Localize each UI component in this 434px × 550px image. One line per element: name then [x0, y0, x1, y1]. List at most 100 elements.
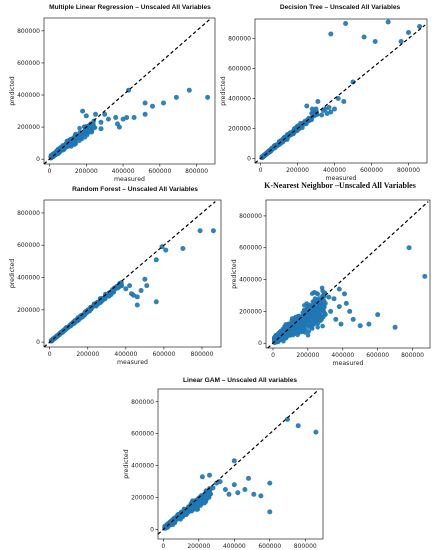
x-tick-label: 200000	[286, 167, 309, 174]
x-tick-label: 0	[271, 352, 275, 359]
data-point	[142, 111, 148, 117]
data-point	[307, 117, 312, 123]
data-point	[150, 103, 155, 109]
identity-line	[254, 24, 426, 164]
data-point	[304, 304, 310, 309]
data-point	[315, 307, 321, 312]
data-point	[342, 291, 347, 297]
data-point	[306, 329, 312, 334]
data-point	[102, 111, 108, 117]
x-tick-label: 0	[259, 167, 263, 174]
data-point	[422, 273, 428, 279]
title-knn: K-Nearest Neighbor –Unscaled All Variabl…	[264, 181, 416, 190]
data-point	[72, 140, 77, 146]
x-axis-label: measured	[326, 175, 357, 182]
data-point	[134, 294, 140, 300]
data-point	[328, 31, 334, 37]
x-tick-label: 200000	[75, 168, 98, 175]
data-point	[318, 318, 323, 323]
data-point	[153, 299, 159, 305]
data-point	[116, 124, 122, 130]
data-point	[205, 94, 211, 100]
data-point	[144, 283, 150, 289]
data-point	[217, 479, 223, 485]
data-point	[203, 499, 208, 505]
data-point	[115, 284, 121, 289]
data-point	[87, 123, 93, 128]
data-point	[322, 312, 328, 318]
data-point	[251, 491, 257, 497]
y-tick-label: 600000	[17, 60, 40, 67]
data-point	[207, 472, 212, 478]
data-point	[123, 286, 129, 292]
data-point	[88, 126, 93, 132]
y-axis-label: predicted	[9, 76, 16, 105]
y-tick-label: 800000	[17, 28, 40, 35]
data-point	[80, 108, 86, 114]
data-point	[319, 112, 325, 118]
data-point	[361, 34, 367, 40]
data-point	[300, 125, 305, 130]
scatter-panel-5: Linear GAM – Unscaled All variables 0 2000…	[123, 377, 324, 550]
data-point	[142, 100, 148, 106]
y-tick-label: 600000	[239, 245, 262, 252]
y-tick-label: 0	[247, 156, 251, 163]
data-point	[303, 317, 308, 323]
data-point	[258, 493, 264, 499]
y-tick-label: 200000	[17, 124, 40, 131]
data-point	[326, 105, 332, 110]
data-point	[267, 509, 273, 515]
x-tick-label: 800000	[397, 167, 420, 174]
data-point	[313, 106, 319, 112]
x-tick-label: 0	[161, 543, 165, 550]
x-tick-label: 0	[48, 168, 52, 175]
data-point	[285, 416, 290, 422]
data-point	[336, 304, 342, 310]
x-axis-label: measured	[333, 360, 364, 367]
data-point	[197, 228, 203, 234]
data-point	[163, 247, 169, 253]
data-point	[231, 458, 237, 464]
data-point	[309, 322, 315, 327]
data-point	[302, 326, 307, 332]
data-point	[113, 115, 119, 120]
data-point	[276, 331, 281, 336]
data-point	[322, 300, 328, 306]
scatter-panel-3: Random Forest – Unscaled All Variables 0 2…	[9, 186, 222, 366]
y-tick-label: 600000	[17, 242, 40, 249]
x-axis-label: measured	[114, 176, 145, 183]
plot-frame	[43, 199, 222, 348]
y-axis-label: predicted	[220, 76, 227, 105]
scatter-panel-2: Decision Tree – Unscaled All Variables 0 2…	[220, 4, 428, 182]
data-point	[343, 300, 349, 306]
x-tick-label: 600000	[366, 352, 389, 359]
data-point	[310, 307, 316, 313]
title-mlr: Multiple Linear Regression – Unscaled Al…	[49, 4, 211, 11]
data-point	[93, 111, 98, 117]
x-tick-label: 400000	[112, 168, 135, 175]
data-point	[134, 302, 140, 308]
data-point	[326, 294, 332, 300]
data-point	[417, 24, 423, 29]
data-point	[98, 119, 104, 125]
x-tick-label: 200000	[187, 543, 210, 550]
title-linear-gam: Linear GAM – Unscaled All variables	[183, 377, 297, 384]
x-tick-label: 800000	[294, 543, 317, 550]
data-point	[293, 314, 298, 320]
identity-line	[43, 201, 216, 348]
x-tick-label: 400000	[223, 543, 246, 550]
data-point	[186, 87, 192, 93]
scatter-panel-4: K-Nearest Neighbor –Unscaled All Variabl…	[231, 181, 431, 367]
x-axis-label: measured	[117, 359, 148, 366]
data-point	[296, 323, 302, 328]
data-points	[48, 228, 216, 344]
plot-frame	[43, 17, 216, 165]
data-point	[304, 103, 310, 109]
data-point	[350, 316, 356, 322]
data-point	[65, 143, 70, 149]
data-point	[309, 106, 315, 112]
data-point	[309, 291, 315, 296]
scatter-panel-1: Multiple Linear Regression – Unscaled Al…	[9, 4, 216, 183]
y-axis-label: predicted	[123, 449, 130, 478]
